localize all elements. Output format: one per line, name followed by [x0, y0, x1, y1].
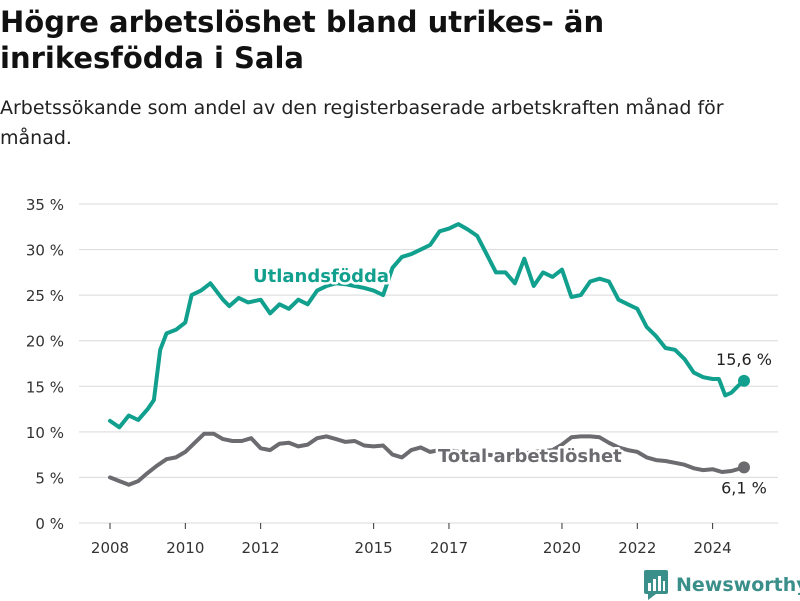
newsworthy-logo-icon	[644, 570, 668, 600]
y-tick-label: 10 %	[26, 424, 64, 442]
x-tick-label: 2008	[91, 539, 129, 557]
x-tick-label: 2022	[618, 539, 656, 557]
y-tick-label: 30 %	[26, 242, 64, 260]
x-tick-label: 2012	[242, 539, 280, 557]
series-end-marker	[738, 461, 750, 474]
series-line-total	[108, 431, 746, 487]
chart-subtitle: Arbetssökande som andel av den registerb…	[0, 97, 724, 149]
x-tick-label: 2015	[355, 539, 393, 557]
chart-title: Högre arbetslöshet bland utrikes- än inr…	[0, 5, 605, 75]
series-lines	[108, 222, 750, 487]
y-tick-label: 15 %	[26, 378, 64, 396]
series-line-utlandsfodda	[108, 222, 746, 430]
series-end-marker	[738, 374, 750, 387]
x-tick-label: 2010	[166, 539, 204, 557]
x-tick-label: 2017	[430, 539, 468, 557]
y-tick-label: 25 %	[26, 287, 64, 305]
grid-lines	[79, 203, 778, 524]
y-axis-ticks: 0 % 5 % 10 % 15 % 20 % 25 % 30 % 35 %	[26, 196, 64, 533]
x-tick-label: 2024	[694, 539, 732, 557]
end-value-total: 6,1 %	[721, 478, 767, 497]
end-value-utlandsfodda: 15,6 %	[716, 350, 772, 369]
newsworthy-brand: Newsworthy	[644, 569, 800, 601]
series-name-utlandsfodda: Utlandsfödda	[253, 266, 389, 287]
series-name-total: Total arbetslöshet	[438, 446, 622, 467]
series-labels: Utlandsfödda Total arbetslöshet 15,6 % 6,1 …	[251, 264, 774, 500]
brand-name: Newsworthy	[676, 574, 800, 596]
x-tick-label: 2020	[543, 539, 581, 557]
y-tick-label: 20 %	[26, 333, 64, 351]
y-tick-label: 5 %	[35, 469, 64, 487]
x-axis-ticks: 2008 2010 2012 2015 2017 2020 2022 2024	[91, 523, 732, 557]
y-tick-label: 35 %	[26, 196, 64, 214]
y-tick-label: 0 %	[35, 515, 64, 533]
